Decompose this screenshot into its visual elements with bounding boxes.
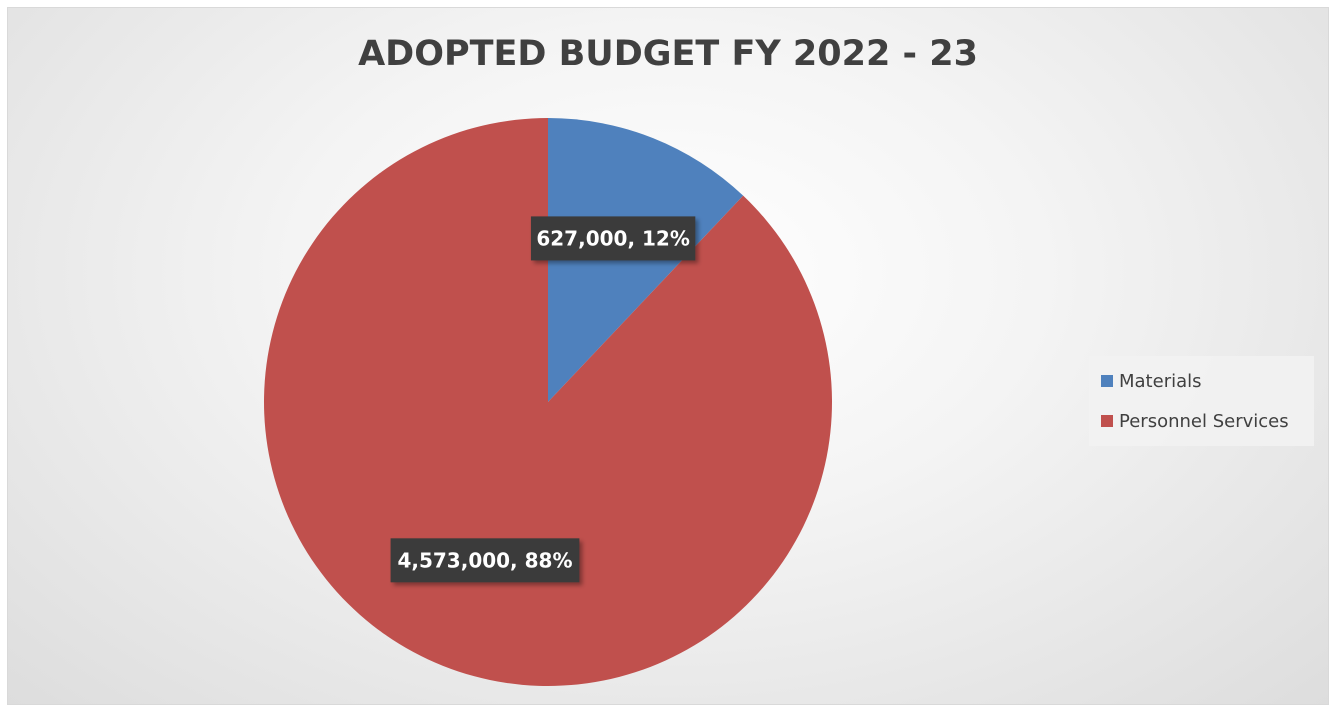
data-label-background [390, 538, 580, 583]
legend-label-materials: Materials [1119, 370, 1202, 392]
legend-label-personnel-services: Personnel Services [1119, 410, 1289, 432]
data-label-text: 627,000, 12% [536, 226, 690, 250]
data-label-background [530, 216, 696, 261]
data-label-materials: 627,000, 12% [530, 216, 696, 261]
pie-slice-personnel-services [264, 118, 833, 686]
data-label-text: 4,573,000, 88% [397, 548, 572, 572]
legend-item-materials: Materials [1101, 369, 1202, 393]
legend-item-personnel-services: Personnel Services [1101, 409, 1289, 433]
legend-swatch-materials [1101, 375, 1113, 387]
legend: Materials Personnel Services [1089, 356, 1314, 446]
chart-title: ADOPTED BUDGET FY 2022 - 23 [358, 34, 978, 74]
data-label-personnel-services: 4,573,000, 88% [390, 538, 580, 583]
legend-swatch-personnel-services [1101, 415, 1113, 427]
